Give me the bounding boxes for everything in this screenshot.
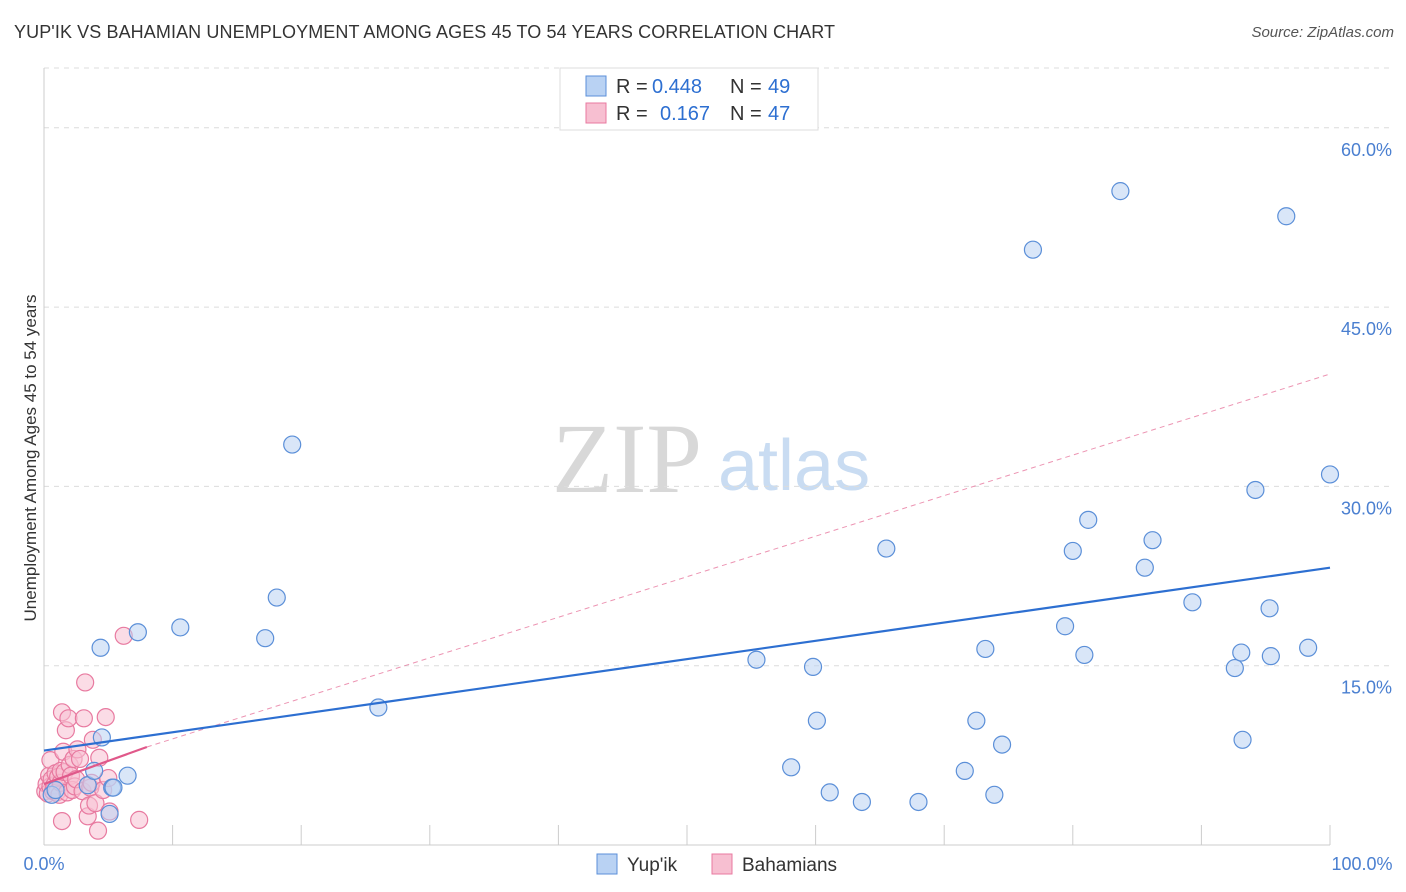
bottom-legend-bahamians-swatch — [711, 853, 733, 875]
y-tick-label: 30.0% — [1341, 498, 1392, 518]
bahamians-point — [74, 709, 93, 728]
legend-yupik-n-label: N = — [730, 76, 762, 98]
source-attribution: Source: ZipAtlas.com — [1251, 24, 1394, 41]
x-tick-label-min: 0.0% — [23, 854, 64, 874]
yupik-point — [1277, 207, 1296, 226]
y-tick-labels: 15.0% 30.0% 45.0% 60.0% — [1341, 140, 1392, 698]
yupik-point — [171, 618, 190, 637]
yupik-point — [1055, 617, 1075, 636]
yupik-point — [803, 657, 823, 676]
yupik-point — [1320, 465, 1340, 484]
bottom-legend-yupik-swatch — [596, 853, 618, 875]
bahamians-point — [88, 821, 108, 840]
yupik-point — [747, 650, 766, 669]
y-tick-label: 60.0% — [1341, 140, 1392, 160]
bahamians-point — [70, 749, 90, 769]
yupik-point — [91, 638, 110, 657]
yupik-point — [104, 778, 123, 797]
yupik-point — [267, 588, 286, 607]
bottom-legend-bahamians-label: Bahamians — [742, 855, 837, 876]
yupik-point — [1063, 541, 1082, 561]
yupik-point — [128, 623, 147, 642]
watermark-atlas: atlas — [718, 426, 870, 506]
bahamians-points — [36, 626, 149, 840]
bahamians-point — [59, 709, 78, 728]
watermark-zip: ZIP — [552, 403, 702, 514]
bottom-legend-yupik-label: Yup'ik — [627, 855, 678, 876]
yupik-point — [1232, 643, 1251, 662]
yupik-point — [118, 766, 137, 785]
yupik-point — [1233, 730, 1252, 749]
series-legend: Yup'ik Bahamians — [596, 853, 837, 876]
yupik-point — [985, 785, 1004, 804]
yupik-point — [967, 711, 986, 730]
grid-lines — [44, 67, 1392, 667]
yupik-point — [1246, 480, 1265, 500]
trend-lines — [43, 373, 1331, 786]
yupik-point — [909, 792, 928, 812]
yupik-point — [283, 435, 302, 454]
yupik-point — [852, 792, 871, 812]
y-tick-label: 45.0% — [1341, 319, 1392, 339]
bahamians-point — [96, 707, 115, 727]
bahamians-point — [130, 810, 149, 829]
yupik-point — [955, 761, 974, 780]
x-tick-label-max: 100.0% — [1331, 854, 1392, 874]
yupik-point — [1299, 638, 1318, 657]
yupik-point — [1225, 658, 1244, 678]
yupik-point — [976, 639, 995, 659]
legend-yupik-r-value: 0.448 — [652, 76, 702, 98]
x-axis-ticks — [172, 825, 1331, 845]
bahamians-trend-line — [43, 745, 148, 786]
yupik-point — [1079, 510, 1098, 529]
yupik-point — [1143, 531, 1162, 550]
yupik-point — [1023, 240, 1043, 259]
legend-bahamians-n-value: 47 — [768, 103, 790, 125]
y-tick-label: 15.0% — [1341, 678, 1392, 698]
yupik-point — [46, 780, 65, 800]
yupik-point — [100, 804, 119, 824]
yupik-point — [877, 539, 896, 558]
yupik-point — [1261, 647, 1280, 666]
yupik-trend-line — [43, 566, 1331, 752]
chart-title: YUP'IK VS BAHAMIAN UNEMPLOYMENT AMONG AG… — [14, 22, 836, 42]
bahamians-point — [76, 673, 95, 692]
legend-yupik-swatch — [585, 75, 607, 97]
yupik-point — [1075, 645, 1094, 665]
legend-yupik-n-value: 49 — [768, 76, 790, 98]
yupik-point — [807, 711, 826, 730]
legend-yupik-r-label: R = — [616, 76, 648, 98]
yupik-point — [782, 758, 801, 777]
legend-bahamians-swatch — [585, 102, 607, 124]
yupik-point — [992, 735, 1012, 754]
yupik-point — [1135, 558, 1154, 577]
yupik-points — [42, 182, 1340, 824]
correlation-legend: R = 0.448 N = 49 R = 0.167 N = 47 — [559, 67, 819, 131]
yupik-point — [820, 783, 839, 802]
yupik-point — [256, 629, 275, 648]
yupik-point — [1111, 182, 1130, 201]
legend-bahamians-r-label: R = — [616, 103, 648, 125]
yupik-point — [1183, 593, 1202, 612]
bahamians-point — [52, 811, 72, 831]
y-axis-label: Unemployment Among Ages 45 to 54 years — [21, 295, 40, 622]
yupik-point — [1260, 599, 1279, 618]
legend-bahamians-r-value: 0.167 — [660, 103, 710, 125]
legend-bahamians-n-label: N = — [730, 103, 762, 125]
